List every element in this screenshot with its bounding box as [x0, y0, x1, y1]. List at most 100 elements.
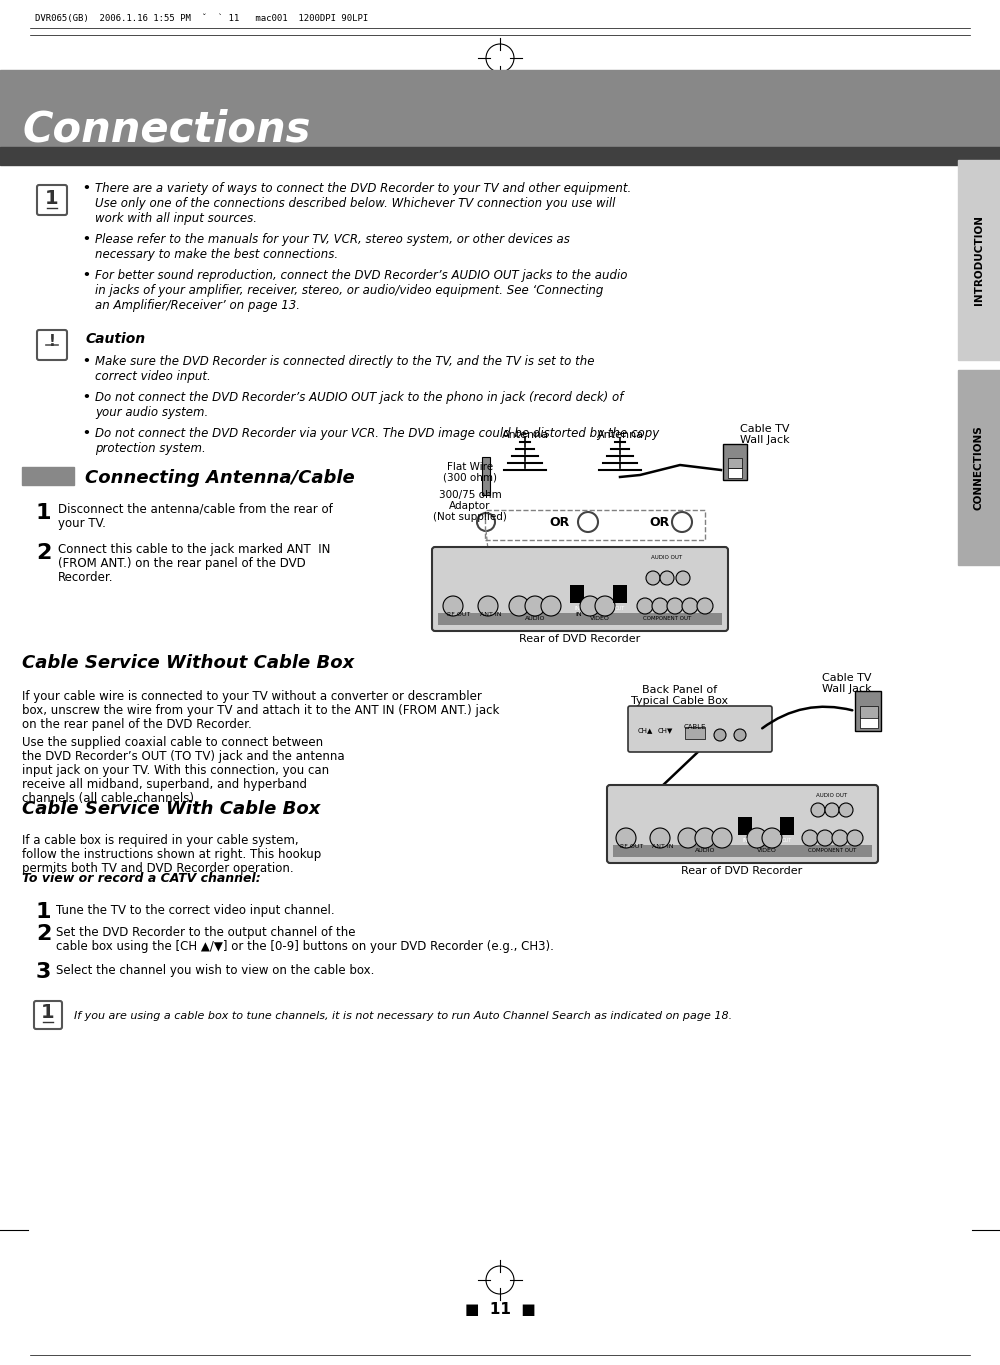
Circle shape — [616, 829, 636, 848]
Circle shape — [762, 829, 782, 848]
Bar — [860, 717, 878, 728]
Text: input jack on your TV. With this connection, you can: input jack on your TV. With this connect… — [22, 764, 329, 777]
Text: (Not supplied): (Not supplied) — [433, 512, 507, 521]
Circle shape — [477, 513, 495, 531]
Circle shape — [650, 829, 670, 848]
Circle shape — [667, 598, 683, 614]
Text: Flat Wire: Flat Wire — [447, 461, 493, 472]
Text: DVR065(GB)  2006.1.16 1:55 PM  ˇ  ` 11   mac001  1200DPI 90LPI: DVR065(GB) 2006.1.16 1:55 PM ˇ ` 11 mac0… — [35, 14, 368, 22]
Text: If your cable wire is connected to your TV without a converter or descrambler: If your cable wire is connected to your … — [22, 689, 482, 703]
Text: Connect this cable to the jack marked ANT  IN: Connect this cable to the jack marked AN… — [58, 543, 330, 556]
Text: work with all input sources.: work with all input sources. — [95, 212, 257, 225]
Bar — [613, 586, 627, 603]
Circle shape — [652, 598, 668, 614]
Bar — [482, 457, 490, 495]
Text: IN: IN — [575, 612, 582, 617]
Text: correct video input.: correct video input. — [95, 370, 211, 384]
Bar — [613, 845, 872, 857]
Text: your TV.: your TV. — [58, 517, 106, 530]
Bar — [958, 160, 1000, 360]
Text: channels (all cable channels).: channels (all cable channels). — [22, 792, 198, 805]
Text: Antenna: Antenna — [501, 430, 549, 440]
Text: VIDEO: VIDEO — [590, 616, 610, 621]
Text: 1: 1 — [41, 1003, 55, 1022]
Text: CH▲: CH▲ — [638, 728, 653, 733]
Text: Rear of DVD Recorder: Rear of DVD Recorder — [519, 633, 641, 644]
Circle shape — [695, 829, 715, 848]
Circle shape — [817, 830, 833, 846]
Text: If a cable box is required in your cable system,: If a cable box is required in your cable… — [22, 834, 299, 848]
FancyBboxPatch shape — [628, 706, 772, 752]
Text: OR: OR — [550, 516, 570, 528]
FancyBboxPatch shape — [607, 785, 878, 863]
Text: INTRODUCTION: INTRODUCTION — [974, 216, 984, 304]
Bar — [485, 511, 705, 541]
Circle shape — [676, 571, 690, 586]
Text: IN: IN — [742, 838, 748, 844]
Text: Recorder.: Recorder. — [58, 571, 114, 584]
Text: ANT IN: ANT IN — [480, 612, 502, 617]
Circle shape — [646, 571, 660, 586]
Circle shape — [578, 512, 598, 532]
Text: Cable Service With Cable Box: Cable Service With Cable Box — [22, 800, 320, 818]
Text: necessary to make the best connections.: necessary to make the best connections. — [95, 248, 338, 261]
Text: Tune the TV to the correct video input channel.: Tune the TV to the correct video input c… — [56, 904, 335, 917]
Circle shape — [580, 597, 600, 616]
Circle shape — [660, 571, 674, 586]
Text: COMPONENT OUT: COMPONENT OUT — [808, 848, 856, 853]
Text: your audio system.: your audio system. — [95, 405, 208, 419]
Bar — [728, 468, 742, 478]
Circle shape — [678, 829, 698, 848]
Bar — [685, 728, 705, 738]
Text: •: • — [82, 182, 90, 195]
Bar — [780, 818, 794, 835]
Text: To view or record a CATV channel:: To view or record a CATV channel: — [22, 872, 261, 885]
Circle shape — [832, 830, 848, 846]
Text: OR: OR — [650, 516, 670, 528]
Text: box, unscrew the wire from your TV and attach it to the ANT IN (FROM ANT.) jack: box, unscrew the wire from your TV and a… — [22, 704, 499, 717]
Text: If you are using a cable box to tune channels, it is not necessary to run Auto C: If you are using a cable box to tune cha… — [74, 1011, 732, 1021]
Text: CH▼: CH▼ — [658, 728, 673, 733]
Text: AUDIO OUT: AUDIO OUT — [651, 556, 683, 560]
Bar — [738, 818, 752, 835]
Text: Use the supplied coaxial cable to connect between: Use the supplied coaxial cable to connec… — [22, 736, 323, 749]
Text: Cable TV: Cable TV — [740, 425, 790, 434]
Bar — [570, 586, 584, 603]
Circle shape — [525, 597, 545, 616]
Bar — [22, 467, 74, 485]
Text: Connections: Connections — [22, 109, 310, 152]
Text: 1: 1 — [36, 502, 52, 523]
Circle shape — [595, 597, 615, 616]
Bar — [958, 370, 1000, 565]
Circle shape — [747, 829, 767, 848]
Text: OUT: OUT — [615, 606, 625, 612]
Text: Back Panel of: Back Panel of — [642, 685, 718, 695]
Text: on the rear panel of the DVD Recorder.: on the rear panel of the DVD Recorder. — [22, 718, 252, 732]
Text: an Amplifier/Receiver’ on page 13.: an Amplifier/Receiver’ on page 13. — [95, 299, 300, 313]
Text: Select the channel you wish to view on the cable box.: Select the channel you wish to view on t… — [56, 964, 374, 977]
Text: AUDIO: AUDIO — [695, 848, 715, 853]
Text: •: • — [82, 269, 90, 283]
Text: Connecting Antenna/Cable: Connecting Antenna/Cable — [85, 470, 355, 487]
Circle shape — [734, 729, 746, 741]
Circle shape — [811, 803, 825, 818]
Text: Wall Jack: Wall Jack — [822, 684, 872, 693]
Circle shape — [637, 598, 653, 614]
Text: Wall Jack: Wall Jack — [740, 435, 790, 445]
Text: 1: 1 — [45, 188, 59, 207]
Text: 2: 2 — [36, 543, 51, 562]
Text: VIDEO: VIDEO — [757, 848, 777, 853]
Text: There are a variety of ways to connect the DVD Recorder to your TV and other equ: There are a variety of ways to connect t… — [95, 182, 631, 195]
Bar — [723, 444, 747, 480]
Text: Typical Cable Box: Typical Cable Box — [631, 696, 729, 706]
Text: Rear of DVD Recorder: Rear of DVD Recorder — [681, 865, 803, 876]
Text: in jacks of your amplifier, receiver, stereo, or audio/video equipment. See ‘Con: in jacks of your amplifier, receiver, st… — [95, 284, 603, 298]
Text: ■  11  ■: ■ 11 ■ — [465, 1302, 535, 1317]
FancyBboxPatch shape — [37, 186, 67, 216]
Text: ANT IN: ANT IN — [652, 844, 674, 849]
Circle shape — [825, 803, 839, 818]
Text: Caution: Caution — [85, 332, 145, 345]
Circle shape — [697, 598, 713, 614]
Text: the DVD Recorder’s OUT (TO TV) jack and the antenna: the DVD Recorder’s OUT (TO TV) jack and … — [22, 749, 345, 763]
Circle shape — [672, 512, 692, 532]
